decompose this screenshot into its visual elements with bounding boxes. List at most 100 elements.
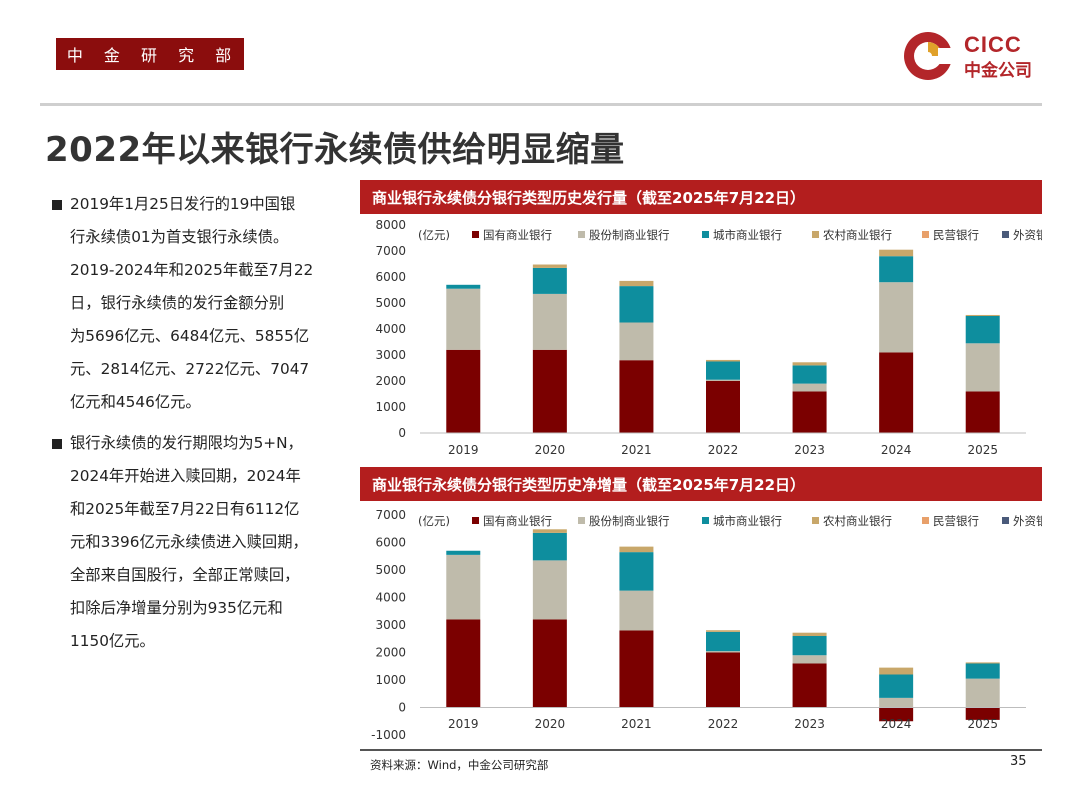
y-tick-label: 7000 bbox=[375, 508, 406, 522]
bullet-line: 元、2814亿元、2722亿元、7047 bbox=[70, 360, 310, 378]
bullet-2: 银行永续债的发行期限均为5+N， 2024年开始进入赎回期，2024年 和202… bbox=[52, 427, 352, 658]
bar-segment bbox=[879, 707, 914, 722]
legend-label: 农村商业银行 bbox=[823, 514, 892, 528]
bar-segment bbox=[446, 284, 481, 289]
legend-swatch bbox=[1002, 517, 1009, 524]
bar-segment bbox=[879, 256, 914, 283]
y-tick-label: 5000 bbox=[375, 296, 406, 310]
legend-label: 民营银行 bbox=[933, 514, 979, 528]
legend-swatch bbox=[702, 231, 709, 238]
legend-swatch bbox=[472, 517, 479, 524]
logo-text-en: CICC bbox=[964, 32, 1022, 57]
y-tick-label: 7000 bbox=[375, 244, 406, 258]
x-tick-label: 2020 bbox=[535, 443, 566, 457]
y-tick-label: 0 bbox=[398, 701, 406, 715]
y-tick-label: 5000 bbox=[375, 563, 406, 577]
bar-segment bbox=[706, 361, 740, 380]
legend-label: 农村商业银行 bbox=[823, 228, 892, 242]
bar-segment bbox=[879, 282, 914, 353]
bullet-line: 2019-2024年和2025年截至7月22 bbox=[70, 261, 314, 279]
bar-segment bbox=[879, 674, 914, 698]
bar-segment bbox=[619, 280, 654, 287]
bullet-square-icon bbox=[52, 200, 62, 210]
bar-segment bbox=[965, 663, 1000, 679]
bullet-line: 全部来自国股行，全部正常赎回， bbox=[70, 566, 300, 584]
bullet-square-icon bbox=[52, 439, 62, 449]
footer-divider bbox=[360, 749, 1042, 751]
y-tick-label: 1000 bbox=[375, 673, 406, 687]
page-title: 2022年以来银行永续债供给明显缩量 bbox=[45, 130, 625, 170]
bullet-line: 元和3396亿元永续债进入赎回期， bbox=[70, 533, 308, 551]
x-tick-label: 2023 bbox=[794, 443, 825, 457]
x-tick-label: 2022 bbox=[708, 443, 739, 457]
x-tick-label: 2019 bbox=[448, 717, 479, 731]
bar-segment bbox=[879, 352, 914, 433]
bullet-line: 日，银行永续债的发行金额分别 bbox=[70, 294, 285, 312]
y-tick-label: 4000 bbox=[375, 322, 406, 336]
bar-segment bbox=[619, 630, 654, 708]
bar-segment bbox=[446, 288, 481, 350]
y-tick-label: 6000 bbox=[375, 270, 406, 284]
bar-segment bbox=[619, 552, 654, 591]
y-tick-label: 3000 bbox=[375, 348, 406, 362]
y-tick-label: 6000 bbox=[375, 536, 406, 550]
bullet-line: 为5696亿元、6484亿元、5855亿 bbox=[70, 327, 310, 345]
bar-segment bbox=[965, 678, 1000, 708]
bar-segment bbox=[965, 707, 1000, 720]
legend-label: 股份制商业银行 bbox=[589, 228, 670, 242]
bar-segment bbox=[706, 631, 740, 652]
department-tag: 中 金 研 究 部 bbox=[56, 38, 244, 70]
legend-label: 外资银行 bbox=[1013, 228, 1042, 242]
bar-segment bbox=[532, 532, 567, 561]
bar-segment bbox=[879, 249, 914, 257]
legend-label: 城市商业银行 bbox=[713, 228, 782, 242]
bar-segment bbox=[532, 529, 567, 533]
bar-segment bbox=[532, 264, 567, 268]
bar-segment bbox=[619, 322, 654, 361]
y-tick-label: 3000 bbox=[375, 618, 406, 632]
bar-segment bbox=[706, 379, 740, 381]
legend-swatch bbox=[472, 231, 479, 238]
y-tick-label: 8000 bbox=[375, 218, 406, 232]
bullet-line: 扣除后净增量分别为935亿元和 bbox=[70, 599, 283, 617]
legend-swatch bbox=[812, 517, 819, 524]
y-tick-label: 2000 bbox=[375, 374, 406, 388]
legend-swatch bbox=[702, 517, 709, 524]
x-tick-label: 2021 bbox=[621, 443, 652, 457]
legend-swatch bbox=[922, 517, 929, 524]
bar-segment bbox=[532, 293, 567, 350]
bar-segment bbox=[532, 560, 567, 620]
bullet-list: 2019年1月25日发行的19中国银 行永续债01为首支银行永续债。 2019-… bbox=[52, 188, 352, 658]
bar-segment bbox=[619, 360, 654, 433]
legend-label: 城市商业银行 bbox=[713, 514, 782, 528]
bar-segment bbox=[965, 314, 1000, 316]
bar-segment bbox=[879, 667, 914, 675]
legend-swatch bbox=[1002, 231, 1009, 238]
bar-segment bbox=[792, 663, 827, 708]
legend-label: 民营银行 bbox=[933, 228, 979, 242]
bar-segment bbox=[706, 359, 740, 362]
bar-segment bbox=[965, 343, 1000, 392]
x-tick-label: 2023 bbox=[794, 717, 825, 731]
bar-segment bbox=[965, 316, 1000, 344]
bullet-line: 1150亿元。 bbox=[70, 632, 155, 650]
bar-segment bbox=[792, 636, 827, 656]
y-tick-label: 4000 bbox=[375, 591, 406, 605]
bar-segment bbox=[619, 286, 654, 323]
logo-text-cn: 中金公司 bbox=[964, 61, 1032, 81]
x-tick-label: 2024 bbox=[881, 443, 912, 457]
cicc-logo: CICC 中金公司 bbox=[902, 30, 1052, 82]
legend-label: 外资银行 bbox=[1013, 514, 1042, 528]
bar-segment bbox=[532, 619, 567, 708]
bullet-line: 2019年1月25日发行的19中国银 bbox=[70, 195, 296, 213]
bar-segment bbox=[619, 546, 654, 553]
legend-swatch bbox=[812, 231, 819, 238]
x-tick-label: 2025 bbox=[967, 443, 998, 457]
bar-segment bbox=[706, 381, 740, 433]
legend-label: 国有商业银行 bbox=[483, 228, 552, 242]
bullet-line: 行永续债01为首支银行永续债。 bbox=[70, 228, 289, 246]
chart-2-title: 商业银行永续债分银行类型历史净增量（截至2025年7月22日） bbox=[360, 467, 1042, 501]
bar-segment bbox=[879, 697, 914, 708]
legend-swatch bbox=[578, 517, 585, 524]
chart-1-title: 商业银行永续债分银行类型历史发行量（截至2025年7月22日） bbox=[360, 180, 1042, 214]
